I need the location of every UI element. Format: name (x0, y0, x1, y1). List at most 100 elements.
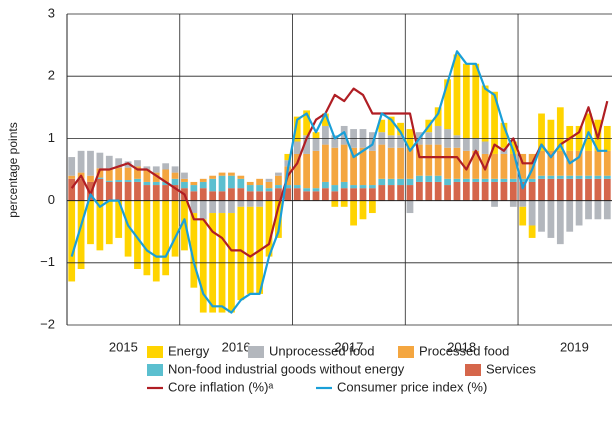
bar-segment (491, 181, 498, 201)
bar-segment (218, 200, 226, 214)
bar-segment (594, 178, 602, 201)
bar-segment (134, 178, 141, 182)
x-tick-label: 2016 (222, 339, 251, 354)
bar-segment (152, 181, 160, 186)
bar-segment (538, 178, 545, 201)
bar-segment (124, 200, 132, 257)
bar-segment (87, 175, 94, 182)
bar-segment (171, 200, 179, 257)
bar-segment (218, 191, 226, 201)
y-tick-label: −2 (40, 316, 55, 331)
bar-segment (284, 188, 292, 201)
bar-segment (406, 147, 414, 179)
legend-label: Processed food (419, 343, 509, 358)
bar-segment (359, 200, 367, 220)
y-tick-label: −1 (40, 254, 55, 269)
bar-segment (406, 185, 414, 201)
bar-segment (96, 178, 104, 201)
bar-segment (162, 181, 170, 186)
bar-segment (246, 185, 254, 192)
bar-segment (181, 200, 188, 251)
bar-segment (275, 175, 282, 186)
bar-segment (312, 132, 320, 139)
bar-segment (575, 150, 583, 176)
bar-segment (444, 147, 451, 179)
bar-segment (171, 166, 179, 173)
bar-segment (481, 85, 489, 142)
bar-segment (96, 200, 104, 251)
bar-segment (181, 172, 188, 179)
bar-segment (387, 135, 395, 148)
bar-segment (143, 200, 151, 276)
legend-label: Non-food industrial goods without energy (168, 361, 405, 376)
bar-segment (162, 185, 170, 201)
bar-segment (331, 135, 339, 148)
bar-segment (105, 181, 113, 201)
bar-segment (556, 200, 564, 245)
bar-segment (171, 172, 179, 179)
bar-segment (509, 200, 517, 207)
bar-segment (462, 181, 470, 201)
bar-segment (209, 175, 217, 179)
bar-segment (387, 147, 395, 179)
bar-segment (397, 135, 404, 148)
bar-segment (538, 150, 545, 176)
bar-segment (425, 175, 433, 182)
bar-segment (340, 181, 348, 189)
bar-segment (246, 206, 254, 294)
bar-segment (453, 135, 461, 148)
bar-segment (322, 113, 329, 126)
bar-segment (331, 147, 339, 186)
bar-segment (603, 200, 611, 220)
bar-segment (359, 188, 367, 201)
bar-segment (68, 175, 76, 179)
bar-segment (152, 185, 160, 201)
bar-segment (124, 180, 132, 182)
bar-segment (77, 150, 85, 173)
bar-segment (528, 178, 536, 182)
bar-segment (472, 63, 480, 139)
legend-swatch (398, 346, 414, 358)
bar-segment (462, 178, 470, 182)
bar-segment (434, 181, 442, 201)
bar-segment (105, 180, 113, 182)
x-tick-label: 2017 (334, 339, 363, 354)
bar-segment (293, 153, 301, 186)
bar-segment (322, 181, 329, 189)
bar-segment (199, 181, 207, 189)
legend-swatch (248, 346, 264, 358)
bar-segment (96, 177, 104, 179)
legend-swatch (465, 364, 481, 376)
bar-segment (528, 225, 536, 238)
legend-label: Core inflation (%)ᵃ (168, 379, 273, 394)
bar-segment (556, 175, 564, 179)
bar-segment (547, 200, 555, 238)
bar-segment (481, 181, 489, 201)
bar-segment (228, 172, 235, 176)
bar-segment (594, 175, 602, 179)
x-tick-label: 2019 (560, 339, 589, 354)
x-tick-label: 2015 (109, 339, 138, 354)
bar-segment (265, 181, 273, 189)
bar-segment (528, 200, 536, 226)
y-axis-label: percentage points (6, 122, 20, 217)
bar-segment (303, 110, 310, 136)
bar-segment (134, 200, 141, 270)
bar-segment (293, 185, 301, 189)
bar-segment (425, 181, 433, 201)
bar-segment (143, 185, 151, 201)
bar-segment (275, 172, 282, 176)
bar-segment (275, 188, 282, 201)
bar-segment (491, 91, 498, 154)
bar-segment (228, 188, 235, 201)
bar-segment (603, 178, 611, 201)
bar-segment (265, 200, 273, 257)
bar-segment (509, 141, 517, 154)
bar-segment (472, 138, 480, 151)
bar-segment (115, 158, 123, 168)
bar-segment (322, 125, 329, 145)
bar-segment (68, 178, 76, 201)
bar-segment (575, 200, 583, 226)
bar-segment (415, 175, 423, 182)
bar-segment (547, 150, 555, 176)
